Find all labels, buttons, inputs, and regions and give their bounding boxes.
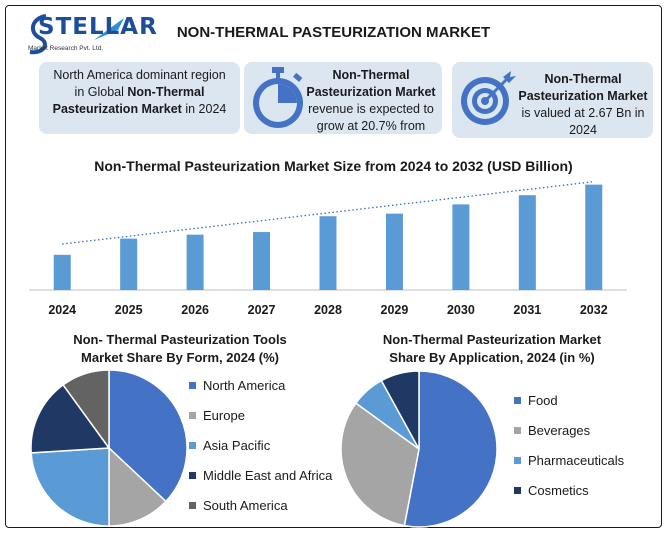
pie-application-title-line-1: Non-Thermal Pasteurization Market <box>382 332 602 347</box>
x-tick-label: 2025 <box>115 303 143 317</box>
legend-item: Food <box>514 385 624 415</box>
legend-swatch <box>514 426 521 434</box>
target-icon <box>461 71 516 125</box>
pie-slice-beverages <box>340 402 420 527</box>
legend-item: North America <box>189 370 332 400</box>
legend-label: South America <box>203 497 288 513</box>
legend-item: Pharmaceuticals <box>514 445 624 475</box>
x-tick-label: 2031 <box>513 303 541 317</box>
info-box-region: North America dominant region in Global … <box>39 62 240 134</box>
pie-slice-europe <box>108 446 167 527</box>
pie-chart-application <box>340 370 498 528</box>
legend-item: Middle East and Africa <box>189 460 332 490</box>
legend-swatch <box>514 456 521 464</box>
bar-2032 <box>585 184 603 290</box>
bar-chart-title: Non-Thermal Pasteurization Market Size f… <box>94 158 573 174</box>
info-region-text: North America dominant region in Global <box>53 68 226 99</box>
legend-label: Beverages <box>528 422 591 438</box>
logo-text: STELLAR <box>38 14 158 40</box>
stellar-logo: STELLAR Market Research Pvt. Ltd. <box>24 10 157 58</box>
pie-slice-cosmetics <box>380 370 420 450</box>
pie-slice-asia-pacific <box>30 447 110 527</box>
x-tick-label: 2028 <box>314 303 342 317</box>
x-tick-label: 2027 <box>248 303 276 317</box>
bar-2029 <box>385 213 403 290</box>
pie-slice-south-america <box>62 369 110 451</box>
logo-swoosh-icon <box>29 14 124 55</box>
legend-item: Europe <box>189 400 332 430</box>
stopwatch-icon <box>253 67 303 128</box>
bar-2026 <box>186 234 204 290</box>
pie-slice-middle-east-and-africa <box>30 383 111 454</box>
legend-label: Food <box>528 392 558 408</box>
legend-label: Pharmaceuticals <box>528 452 625 468</box>
pie-slice-north-america <box>108 369 188 503</box>
info-region-bold: Non-Thermal Pasteurization Market <box>52 85 205 116</box>
bar-chart: 2024 2025 2026 2027 2028 2029 2030 2031 2032 <box>29 181 627 317</box>
legend-swatch <box>189 411 196 419</box>
legend-swatch <box>514 396 521 404</box>
x-tick-label: 2024 <box>48 303 76 317</box>
bar-2025 <box>120 238 138 290</box>
info-box-value: Non-Thermal Pasteurization Market is val… <box>452 62 653 138</box>
legend-item: Asia Pacific <box>189 430 332 460</box>
legend-label: North America <box>203 377 286 393</box>
pie-form-title: Non- Thermal Pasteurization Tools Market… <box>36 331 324 367</box>
legend-swatch <box>514 486 521 494</box>
bar-2030 <box>452 204 470 290</box>
info-growth-bold: Non-Thermal Pasteurization Market <box>306 68 436 99</box>
legend-swatch <box>189 441 196 449</box>
x-tick-label: 2029 <box>381 303 409 317</box>
legend-label: Cosmetics <box>528 482 589 498</box>
bar-2028 <box>319 216 337 290</box>
pie-form-title-line-1: Non- Thermal Pasteurization Tools <box>73 332 287 347</box>
legend-label: Asia Pacific <box>203 437 271 453</box>
pie-form-title-line-2: Market Share By Form, 2024 (%) <box>81 350 279 365</box>
legend-swatch <box>189 471 196 479</box>
x-tick-label: 2026 <box>181 303 209 317</box>
bar-2024 <box>53 254 71 290</box>
bar-2031 <box>518 195 536 290</box>
info-box-growth: Non-Thermal Pasteurization Market revenu… <box>244 62 442 134</box>
pie-chart-form <box>30 369 188 527</box>
info-growth-text: revenue is expected to grow at 20.7% fro… <box>308 102 434 133</box>
legend-label: Europe <box>203 407 245 423</box>
pie-application-title-line-2: Share By Application, 2024 (in %) <box>389 350 595 365</box>
bar-2027 <box>253 232 271 290</box>
pie-application-title: Non-Thermal Pasteurization Market Share … <box>349 331 635 367</box>
x-tick-label: 2030 <box>447 303 475 317</box>
info-value-text: is valued at 2.67 Bn in 2024 <box>521 106 645 137</box>
pie-form-legend: North America Europe Asia Pacific Middle Ea… <box>189 370 332 520</box>
legend-swatch <box>189 501 196 509</box>
legend-swatch <box>189 381 196 389</box>
legend-item: Beverages <box>514 415 624 445</box>
x-tick-label: 2032 <box>580 303 608 317</box>
logo-subtitle: Market Research Pvt. Ltd. <box>28 45 104 52</box>
legend-item: South America <box>189 490 332 520</box>
legend-item: Cosmetics <box>514 475 624 505</box>
pie-application-legend: Food Beverages Pharmaceuticals Cosmetics <box>514 385 624 505</box>
page-title: NON-THERMAL PASTEURIZATION MARKET <box>176 24 491 41</box>
trend-line <box>62 181 594 245</box>
info-value-bold: Non-Thermal Pasteurization Market <box>518 72 648 103</box>
legend-label: Middle East and Africa <box>203 467 333 483</box>
pie-slice-food <box>403 370 498 528</box>
info-region-tail: in 2024 <box>181 102 227 116</box>
